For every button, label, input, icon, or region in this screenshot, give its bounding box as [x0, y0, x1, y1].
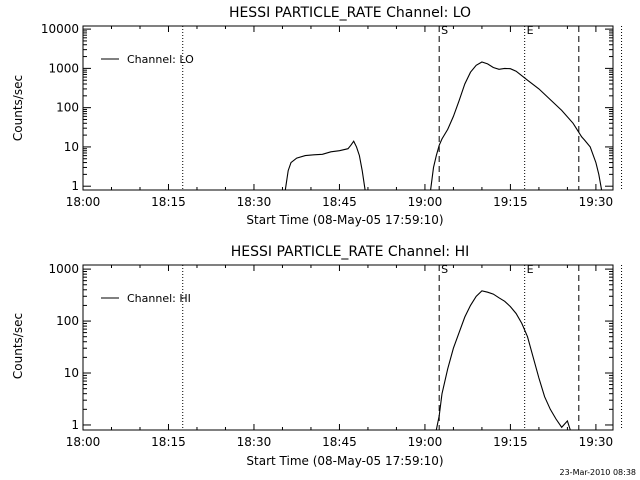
x-tick-label-hi: 19:00: [408, 435, 443, 449]
marker-label-lo: E: [527, 24, 534, 37]
y-tick-label-lo: 10000: [41, 22, 79, 36]
x-tick-label-lo: 19:00: [408, 195, 443, 209]
marker-label-hi: E: [527, 263, 534, 276]
series-line-hi: [435, 290, 571, 431]
series-line-lo: [284, 140, 366, 191]
footer-timestamp: 23-Mar-2010 08:38: [560, 468, 637, 477]
x-tick-label-lo: 18:00: [66, 195, 101, 209]
x-tick-label-hi: 18:00: [66, 435, 101, 449]
x-tick-label-hi: 18:30: [237, 435, 272, 449]
y-tick-label-lo: 100: [56, 101, 79, 115]
marker-label-lo: S: [441, 24, 448, 37]
x-tick-label-lo: 19:30: [579, 195, 614, 209]
y-tick-label-hi: 100: [56, 314, 79, 328]
x-tick-label-lo: 19:15: [493, 195, 528, 209]
chart-title-hi: HESSI PARTICLE_RATE Channel: HI: [231, 244, 469, 260]
y-tick-label-hi: 1000: [48, 262, 79, 276]
x-tick-label-hi: 19:15: [493, 435, 528, 449]
chart-panel-lo: HESSI PARTICLE_RATE Channel: LO Start Ti…: [11, 5, 623, 227]
legend-label-hi: Channel: HI: [127, 292, 191, 305]
plot-frame-lo: [82, 25, 614, 191]
y-tick-label-lo: 10: [64, 140, 79, 154]
y-tick-label-hi: 10: [64, 366, 79, 380]
series-line-lo: [430, 61, 603, 191]
plot-frame-hi: [82, 264, 614, 431]
y-tick-label-lo: 1000: [48, 61, 79, 75]
x-tick-label-lo: 18:15: [151, 195, 186, 209]
x-axis-label-hi: Start Time (08-May-05 17:59:10): [246, 454, 443, 468]
chart-panel-hi: HESSI PARTICLE_RATE Channel: HI Start Ti…: [11, 244, 623, 468]
y-axis-label-hi: Counts/sec: [11, 313, 25, 379]
x-tick-label-lo: 18:45: [322, 195, 357, 209]
x-tick-label-hi: 18:45: [322, 435, 357, 449]
legend-label-lo: Channel: LO: [127, 53, 194, 66]
marker-label-hi: S: [441, 263, 448, 276]
x-tick-label-lo: 18:30: [237, 195, 272, 209]
x-axis-label-lo: Start Time (08-May-05 17:59:10): [246, 213, 443, 227]
y-tick-label-lo: 1: [71, 179, 79, 193]
y-tick-label-hi: 1: [71, 418, 79, 432]
y-axis-label-lo: Counts/sec: [11, 75, 25, 141]
chart-title-lo: HESSI PARTICLE_RATE Channel: LO: [229, 5, 471, 21]
x-tick-label-hi: 18:15: [151, 435, 186, 449]
x-tick-label-hi: 19:30: [579, 435, 614, 449]
